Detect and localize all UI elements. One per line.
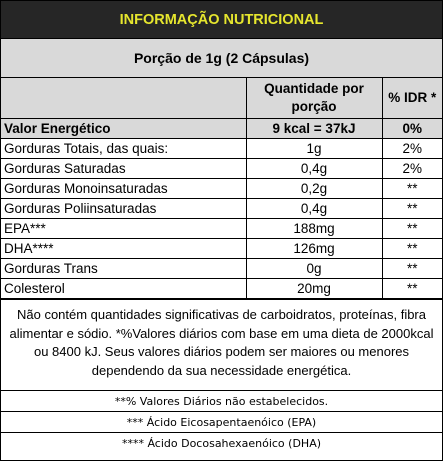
table-row: EPA*** 188mg ** xyxy=(1,218,442,239)
table-row: Gorduras Monoinsaturadas 0,2g ** xyxy=(1,178,442,199)
header-idr: % IDR * xyxy=(381,78,442,119)
table-row: Colesterol 20mg ** xyxy=(1,278,442,299)
nutrient-name: Gorduras Monoinsaturadas xyxy=(1,178,247,199)
nutrient-name: Gorduras Totais, das quais: xyxy=(1,138,247,159)
energy-idr: 0% xyxy=(381,118,442,139)
footnote-1: **% Valores Diários não estabelecidos. xyxy=(1,391,442,412)
table-row: Gorduras Totais, das quais: 1g 2% xyxy=(1,138,442,159)
panel-title: INFORMAÇÃO NUTRICIONAL xyxy=(1,1,442,39)
footnote-2: *** Ácido Eicosapentaenóico (EPA) xyxy=(1,412,442,433)
header-nutrient xyxy=(1,78,247,119)
nutrient-idr: ** xyxy=(381,238,442,259)
table-header-row: Quantidade por porção % IDR * xyxy=(1,78,442,119)
portion-size: Porção de 1g (2 Cápsulas) xyxy=(1,39,442,78)
energy-amount: 9 kcal = 37kJ xyxy=(245,118,383,139)
nutrient-name: Gorduras Saturadas xyxy=(1,158,247,179)
nutrient-name: EPA*** xyxy=(1,218,247,239)
footnote-3: **** Ácido Docosahexaenóico (DHA) xyxy=(121,436,322,450)
nutrient-name: DHA**** xyxy=(1,238,247,259)
nutrient-idr: ** xyxy=(381,258,442,279)
nutrient-name: Gorduras Trans xyxy=(1,258,247,279)
nutrient-name: Gorduras Poliinsaturadas xyxy=(1,198,247,219)
nutrient-amount: 0,2g xyxy=(245,178,383,199)
table-row: Gorduras Saturadas 0,4g 2% xyxy=(1,158,442,179)
energy-row: Valor Energético 9 kcal = 37kJ 0% xyxy=(1,118,442,139)
nutrient-idr: 2% xyxy=(381,158,442,179)
table-row: Gorduras Trans 0g ** xyxy=(1,258,442,279)
energy-label: Valor Energético xyxy=(1,118,247,139)
nutrient-amount: 0,4g xyxy=(245,198,383,219)
table-row: DHA**** 126mg ** xyxy=(1,238,442,259)
nutrient-idr: ** xyxy=(381,178,442,199)
nutrient-idr: ** xyxy=(381,198,442,219)
nutrient-name: Colesterol xyxy=(1,278,247,299)
nutrient-idr: ** xyxy=(381,278,442,299)
nutrient-amount: 0g xyxy=(245,258,383,279)
nutrient-idr: 2% xyxy=(381,138,442,159)
nutrient-amount: 1g xyxy=(245,138,383,159)
nutrient-amount: 0,4g xyxy=(245,158,383,179)
nutrient-idr: ** xyxy=(381,218,442,239)
disclaimer-note: Não contém quantidades significativas de… xyxy=(1,299,442,391)
header-quantity: Quantidade por porção xyxy=(245,78,383,119)
table-row: Gorduras Poliinsaturadas 0,4g ** xyxy=(1,198,442,219)
nutrient-amount: 126mg xyxy=(245,238,383,259)
nutrient-amount: 188mg xyxy=(245,218,383,239)
nutrition-table: Quantidade por porção % IDR * Valor Ener… xyxy=(1,78,442,299)
nutrient-amount: 20mg xyxy=(245,278,383,299)
